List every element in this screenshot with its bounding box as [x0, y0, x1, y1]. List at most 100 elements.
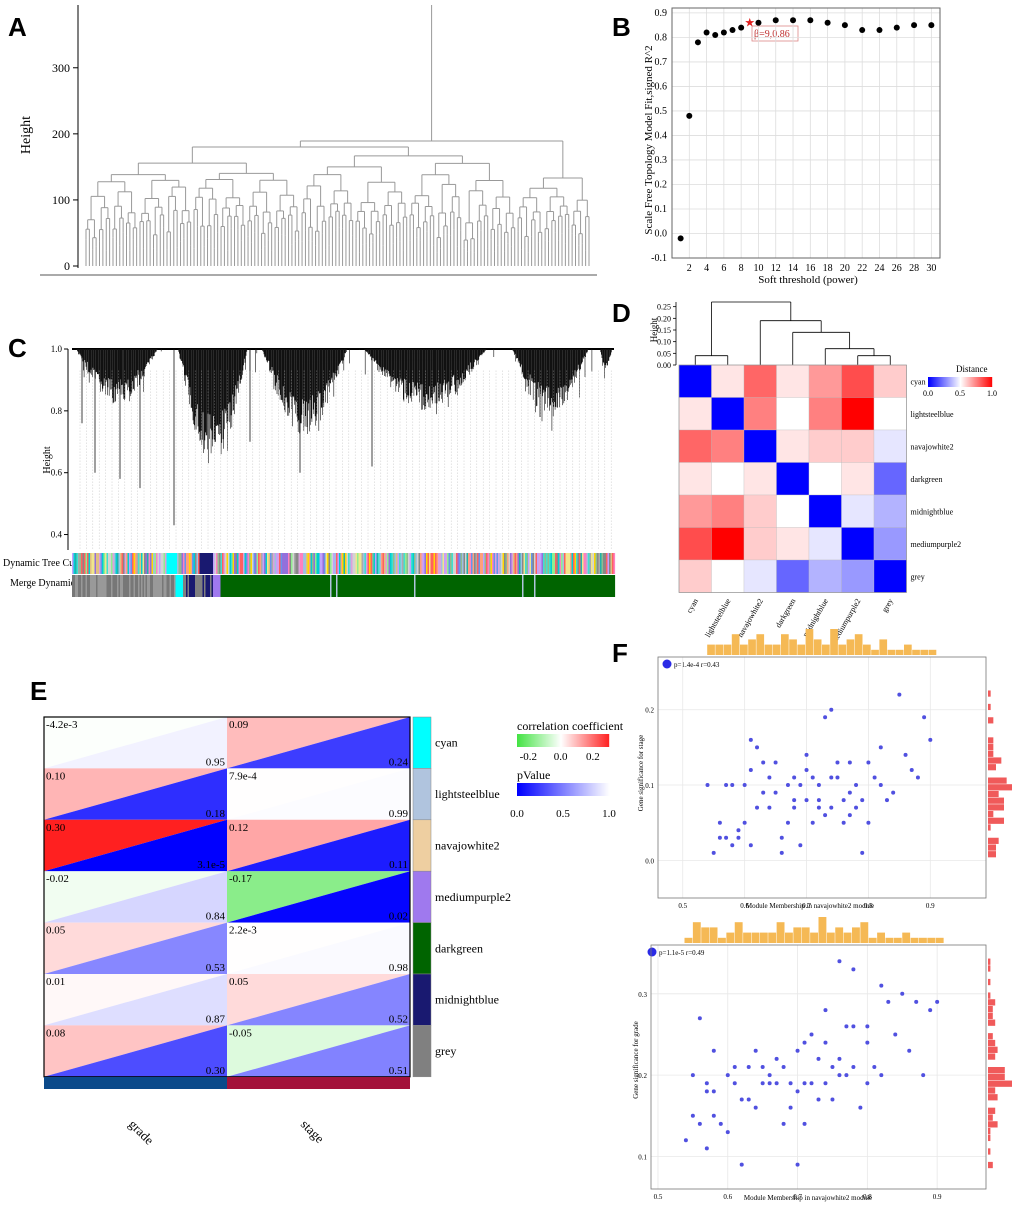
e-legend-corr-swatch [523, 734, 525, 747]
d-legend-swatch [984, 377, 986, 387]
c-merge-bar [385, 575, 388, 597]
c-merge-bar [120, 575, 122, 597]
d-legend-swatch [943, 377, 945, 387]
f1-point [816, 783, 821, 788]
f1-point [909, 767, 914, 772]
c-dynamic-bar [340, 553, 343, 574]
e-legend-corr-title: correlation coefficient [517, 719, 624, 733]
e-legend-p-swatch [582, 783, 584, 796]
c-merge-bar [562, 575, 565, 597]
c-dynamic-bar [294, 553, 296, 574]
c-merge-bar [285, 575, 287, 597]
f2-hist-top-bar [692, 922, 701, 943]
c-merge-bar [219, 575, 221, 597]
c-dynamic-bar [88, 553, 91, 574]
c-merge-bar [441, 575, 443, 597]
e-table-frame [43, 716, 411, 1078]
f1-hist-right-bar [988, 817, 1004, 824]
c-merge-bar [217, 575, 220, 597]
e-legend-corr-swatch [549, 734, 551, 747]
c-merge-bar [322, 575, 325, 597]
c-merge-bar [316, 575, 319, 597]
c-dynamic-bar [102, 553, 104, 574]
e-legend-corr-swatch [600, 734, 602, 747]
c-merge-bar [154, 575, 157, 597]
e-legend-corr-swatch [581, 734, 583, 747]
e-legend-p-swatch [519, 783, 521, 796]
f1-hist-top-bar [871, 649, 879, 655]
e-col-label-grade: grade [126, 1117, 157, 1148]
e-legend-p-swatch [590, 783, 592, 796]
c-merge-bar [496, 575, 499, 597]
e-module-label: lightsteelblue [435, 787, 500, 801]
d-legend-tick: 1.0 [987, 389, 997, 398]
c-merge-bar [513, 575, 515, 597]
d-legend-swatch [980, 377, 982, 387]
d-legend-swatch [972, 377, 974, 387]
c-dynamic-bar [247, 553, 250, 574]
c-merge-bar [559, 575, 562, 597]
e-pvalue-triangle [227, 1025, 410, 1077]
c-merge-bar [162, 575, 164, 597]
c-merge-bar [232, 575, 235, 597]
f2-point [858, 1105, 863, 1110]
c-merge-bar [375, 575, 377, 597]
c-dynamic-bar [211, 553, 214, 574]
e-legend-corr-swatch [603, 734, 605, 747]
d-heatmap-cell [743, 527, 777, 561]
f1-hist-right-bar [988, 757, 1002, 764]
c-merge-bar [447, 575, 449, 597]
f2-hist-right-bar [988, 958, 991, 965]
c-merge-bar [388, 575, 391, 597]
c-dynamic-bar [306, 553, 308, 574]
c-merge-bar [106, 575, 109, 597]
b-point [720, 29, 727, 36]
b-ytick-label: 0.6 [655, 81, 668, 92]
c-dynamic-bar [480, 553, 482, 574]
d-heatmap-cell [678, 462, 712, 496]
d-legend-swatch [983, 377, 985, 387]
f1-point [816, 805, 821, 810]
e-legend-p-swatch [550, 783, 552, 796]
a-ylabel: Height [19, 116, 34, 154]
e-legend-p-tick: 1.0 [602, 808, 616, 820]
d-col-label: darkgreen [774, 597, 798, 629]
c-merge-bar [123, 575, 125, 597]
c-dynamic-bar [166, 553, 169, 574]
c-dynamic-bar [454, 553, 457, 574]
d-legend-swatch [975, 377, 977, 387]
c-merge-bar [444, 575, 446, 597]
f1-point [835, 760, 840, 765]
c-merge-bar [408, 575, 410, 597]
e-legend-p-swatch [528, 783, 530, 796]
b-point [928, 22, 935, 29]
c-merge-bar [189, 575, 191, 597]
d-heatmap-cell [743, 494, 777, 528]
e-legend-corr-swatch [596, 734, 598, 747]
e-legend-corr-swatch [591, 734, 593, 747]
e-legend-p-swatch [608, 783, 610, 796]
e-legend-corr-swatch [527, 734, 529, 747]
f2-xtick-label: 0.8 [863, 1193, 872, 1201]
c-dynamic-bar [562, 553, 565, 574]
c-dynamic-bar [378, 553, 380, 574]
e-legend-corr-swatch [598, 734, 600, 747]
c-dynamic-bar [87, 553, 89, 574]
f2-point [739, 1097, 744, 1102]
c-dynamic-bar [445, 553, 448, 574]
f2-point [683, 1138, 688, 1143]
c-dynamic-bar [295, 553, 298, 574]
e-legend-corr-swatch [580, 734, 582, 747]
c-dynamic-bar [189, 553, 191, 574]
f2-hist-right-bar [988, 1080, 1012, 1087]
c-merge-bar [84, 575, 86, 597]
e-legend-corr-swatch [571, 734, 573, 747]
e-legend-corr-swatch [607, 734, 609, 747]
c-dynamic-bar [72, 553, 74, 574]
f2-point [795, 1048, 800, 1053]
c-merge-bar [181, 575, 184, 597]
c-merge-bar [537, 575, 539, 597]
f2-point [732, 1065, 737, 1069]
f2-point [935, 999, 940, 1004]
c-merge-bar [528, 575, 530, 597]
